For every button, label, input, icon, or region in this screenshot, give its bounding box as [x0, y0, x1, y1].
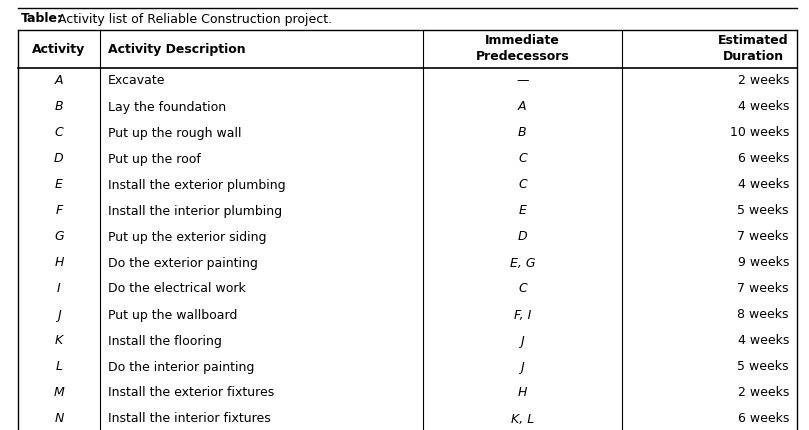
Text: Put up the rough wall: Put up the rough wall	[108, 126, 241, 139]
Text: I: I	[57, 283, 61, 295]
Text: K, L: K, L	[510, 412, 534, 426]
Text: B: B	[54, 101, 63, 114]
Text: 2 weeks: 2 weeks	[738, 74, 789, 87]
Text: 9 weeks: 9 weeks	[738, 257, 789, 270]
Text: 4 weeks: 4 weeks	[738, 178, 789, 191]
Text: Immediate
Predecessors: Immediate Predecessors	[476, 34, 570, 64]
Text: Activity list of Reliable Construction project.: Activity list of Reliable Construction p…	[54, 12, 332, 25]
Text: Install the exterior plumbing: Install the exterior plumbing	[108, 178, 286, 191]
Text: Install the interior plumbing: Install the interior plumbing	[108, 205, 282, 218]
Text: H: H	[518, 387, 527, 399]
Text: Activity: Activity	[32, 43, 86, 55]
Text: F, I: F, I	[514, 308, 531, 322]
Text: 5 weeks: 5 weeks	[738, 205, 789, 218]
Text: E: E	[519, 205, 527, 218]
Text: Install the interior fixtures: Install the interior fixtures	[108, 412, 270, 426]
Text: M: M	[53, 387, 64, 399]
Text: G: G	[54, 230, 64, 243]
Text: Put up the wallboard: Put up the wallboard	[108, 308, 237, 322]
Text: Do the interior painting: Do the interior painting	[108, 360, 254, 374]
Text: Estimated
Duration: Estimated Duration	[718, 34, 789, 64]
Text: J: J	[520, 360, 524, 374]
Text: 8 weeks: 8 weeks	[738, 308, 789, 322]
Text: Activity Description: Activity Description	[108, 43, 245, 55]
Text: Put up the exterior siding: Put up the exterior siding	[108, 230, 266, 243]
Text: H: H	[54, 257, 64, 270]
Text: 7 weeks: 7 weeks	[738, 230, 789, 243]
Text: L: L	[55, 360, 62, 374]
Text: J: J	[57, 308, 61, 322]
Text: Install the flooring: Install the flooring	[108, 335, 222, 347]
Text: Table:: Table:	[21, 12, 63, 25]
Text: E: E	[55, 178, 63, 191]
Text: 6 weeks: 6 weeks	[738, 153, 789, 166]
Text: Do the exterior painting: Do the exterior painting	[108, 257, 258, 270]
Text: —: —	[516, 74, 528, 87]
Text: J: J	[520, 335, 524, 347]
Text: E, G: E, G	[510, 257, 535, 270]
Text: 7 weeks: 7 weeks	[738, 283, 789, 295]
Text: K: K	[55, 335, 63, 347]
Text: C: C	[54, 126, 63, 139]
Text: D: D	[518, 230, 527, 243]
Text: A: A	[55, 74, 63, 87]
Text: B: B	[518, 126, 527, 139]
Text: D: D	[54, 153, 64, 166]
Text: 5 weeks: 5 weeks	[738, 360, 789, 374]
Text: 2 weeks: 2 weeks	[738, 387, 789, 399]
Text: C: C	[518, 283, 527, 295]
Text: 4 weeks: 4 weeks	[738, 335, 789, 347]
Text: 6 weeks: 6 weeks	[738, 412, 789, 426]
Text: N: N	[54, 412, 64, 426]
Text: 4 weeks: 4 weeks	[738, 101, 789, 114]
Text: Do the electrical work: Do the electrical work	[108, 283, 246, 295]
Text: A: A	[518, 101, 527, 114]
Text: F: F	[55, 205, 62, 218]
Text: 10 weeks: 10 weeks	[730, 126, 789, 139]
Text: Install the exterior fixtures: Install the exterior fixtures	[108, 387, 274, 399]
Text: Lay the foundation: Lay the foundation	[108, 101, 226, 114]
Text: Put up the roof: Put up the roof	[108, 153, 201, 166]
Text: C: C	[518, 153, 527, 166]
Text: C: C	[518, 178, 527, 191]
Text: Excavate: Excavate	[108, 74, 165, 87]
